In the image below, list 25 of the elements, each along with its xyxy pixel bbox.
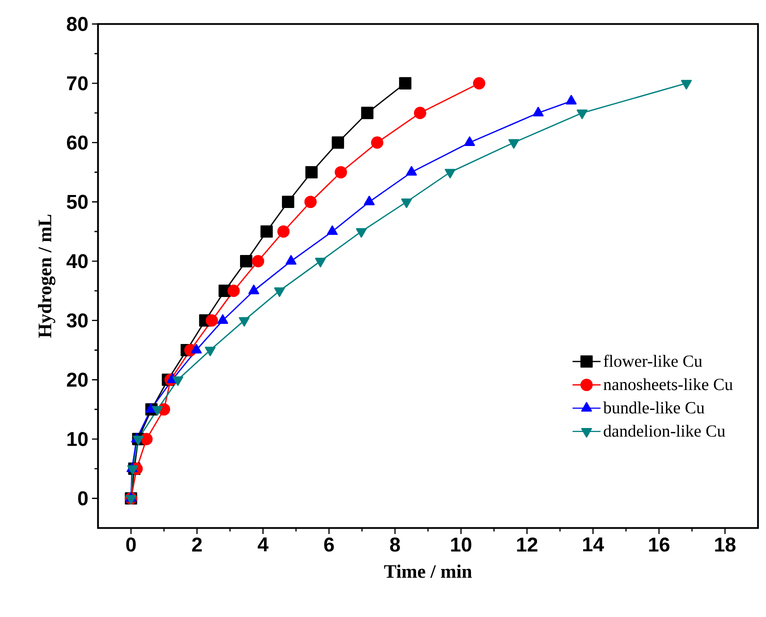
y-axis-title: Hydrogen / mL (38, 214, 56, 338)
x-tick-label: 12 (517, 538, 538, 552)
x-tick-label: 14 (583, 538, 604, 552)
legend-label: dandelion-like Cu (604, 424, 726, 437)
y-tick-label: 80 (66, 16, 88, 32)
legend-label: nanosheets-like Cu (604, 378, 733, 390)
y-tick-label: 50 (66, 194, 88, 209)
x-tick-label: 4 (258, 538, 268, 552)
y-tick-label: 30 (66, 313, 88, 328)
y-tick-label: 60 (66, 136, 88, 150)
x-tick-label: 16 (649, 538, 670, 552)
x-tick-label: 6 (324, 538, 334, 552)
x-tick-label: 18 (715, 538, 736, 552)
legend-label: flower-like Cu (604, 354, 702, 367)
y-tick-label: 20 (66, 372, 88, 387)
x-tick-label: 8 (390, 538, 400, 552)
x-axis-title: Time / min (384, 564, 472, 578)
x-tick-label: 0 (126, 538, 136, 552)
y-tick-label: 40 (66, 254, 88, 268)
y-tick-label: 10 (67, 432, 88, 446)
y-tick-label: 0 (78, 491, 88, 506)
legend-label: bundle-like Cu (603, 402, 704, 414)
y-tick-label: 70 (67, 76, 88, 90)
x-tick-label: 2 (192, 538, 202, 552)
x-tick-label: 10 (451, 538, 472, 552)
